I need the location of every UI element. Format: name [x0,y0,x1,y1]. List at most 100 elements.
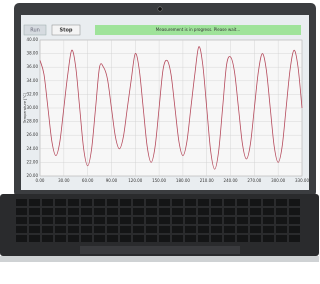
key [68,217,79,224]
key [198,199,209,206]
key [185,235,196,242]
key [198,235,209,242]
key [107,199,118,206]
key [81,235,92,242]
key [198,217,209,224]
key [159,208,170,215]
key [250,199,261,206]
key [263,199,274,206]
key [159,226,170,233]
x-tick-label: 90.00 [106,178,118,183]
key [237,208,248,215]
key [263,208,274,215]
key [172,199,183,206]
key [250,235,261,242]
key [81,208,92,215]
run-label: Run [30,28,40,34]
key [211,235,222,242]
key [16,208,27,215]
key [159,235,170,242]
x-tick-label: 120.00 [128,178,142,183]
key [211,208,222,215]
key [42,217,53,224]
key [146,235,157,242]
key [185,199,196,206]
key [211,199,222,206]
key [172,235,183,242]
y-tick-label: 24.00 [27,146,39,151]
key [276,208,287,215]
key [211,226,222,233]
x-tick-label: 60.00 [82,178,94,183]
laptop-photo: Run Stop Measurement is in progress. Ple… [0,0,319,280]
key [29,235,40,242]
y-tick-label: 40.00 [27,37,39,42]
y-tick-label: 34.00 [27,78,39,83]
key [120,235,131,242]
x-tick-label: 180.00 [176,178,190,183]
key [224,226,235,233]
x-tick-label: 150.00 [152,178,166,183]
key [16,226,27,233]
key [276,226,287,233]
x-tick-label: 270.00 [247,178,261,183]
key [250,217,261,224]
key [159,199,170,206]
key [276,235,287,242]
key [211,217,222,224]
key [133,217,144,224]
key [29,199,40,206]
key [250,208,261,215]
key [237,226,248,233]
key [172,208,183,215]
key [263,217,274,224]
key [146,226,157,233]
laptop-base [0,256,319,262]
key [185,226,196,233]
key [94,208,105,215]
key [237,217,248,224]
key [250,226,261,233]
y-tick-label: 38.00 [27,51,39,56]
key [68,208,79,215]
key [42,235,53,242]
key [263,226,274,233]
x-tick-label: 240.00 [224,178,238,183]
key [94,235,105,242]
key [146,208,157,215]
camera [158,7,162,11]
key [263,235,274,242]
key [29,226,40,233]
stop-label: Stop [59,28,72,34]
key [224,199,235,206]
key [29,217,40,224]
key [107,217,118,224]
key [146,217,157,224]
key [146,199,157,206]
x-tick-label: 30.00 [58,178,70,183]
key [120,199,131,206]
key [276,199,287,206]
key [198,208,209,215]
key [133,199,144,206]
key [159,217,170,224]
key [289,226,300,233]
key [224,217,235,224]
key [224,235,235,242]
key [289,235,300,242]
key [224,208,235,215]
key [68,199,79,206]
key [133,226,144,233]
key [16,235,27,242]
key [133,235,144,242]
key [81,199,92,206]
key [237,199,248,206]
key [289,217,300,224]
key [120,226,131,233]
key [185,208,196,215]
key [55,208,66,215]
key [16,217,27,224]
key [172,226,183,233]
key [55,217,66,224]
y-tick-label: 30.00 [27,105,39,110]
